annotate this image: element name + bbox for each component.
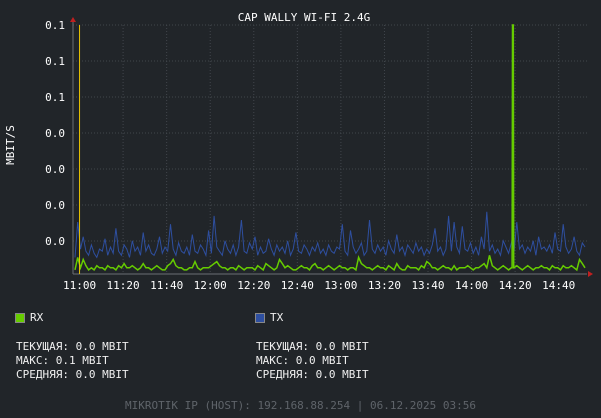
tx-swatch: [255, 313, 265, 323]
y-tick-label: 0.0: [45, 199, 65, 212]
x-tick-label: 13:00: [324, 279, 357, 292]
rx-stats: ТЕКУЩАЯ: 0.0 MBIT МАКС: 0.1 MBIT СРЕДНЯЯ…: [16, 340, 129, 382]
y-tick-label: 0.1: [45, 91, 65, 104]
tx-max: МАКС: 0.0 MBIT: [256, 354, 349, 367]
x-tick-label: 14:20: [499, 279, 532, 292]
y-axis-label: MBIT/S: [4, 125, 17, 165]
y-tick-label: 0.1: [45, 55, 65, 68]
x-tick-label: 14:40: [542, 279, 575, 292]
x-tick-label: 12:20: [237, 279, 270, 292]
legend-rx-label: RX: [30, 311, 44, 324]
rx-avg: СРЕДНЯЯ: 0.0 MBIT: [16, 368, 129, 381]
tx-stats: ТЕКУЩАЯ: 0.0 MBIT МАКС: 0.0 MBIT СРЕДНЯЯ…: [256, 340, 369, 382]
y-tick-label: 0.0: [45, 235, 65, 248]
x-tick-label: 12:40: [281, 279, 314, 292]
tx-current: ТЕКУЩАЯ: 0.0 MBIT: [256, 340, 369, 353]
x-tick-label: 13:40: [411, 279, 444, 292]
x-tick-label: 14:00: [455, 279, 488, 292]
tx-series-line: [74, 211, 586, 259]
legend-rx: RX: [15, 311, 43, 324]
x-axis-arrow-icon: [588, 271, 593, 277]
host-footer: MIKROTIK IP (HOST): 192.168.88.254 | 06.…: [125, 399, 476, 412]
chart-title: CAP WALLY WI-FI 2.4G: [238, 11, 370, 24]
x-tick-label: 11:00: [63, 279, 96, 292]
x-tick-label: 12:00: [194, 279, 227, 292]
legend-tx-label: TX: [270, 311, 284, 324]
y-tick-label: 0.0: [45, 127, 65, 140]
y-tick-label: 0.0: [45, 163, 65, 176]
rx-series-line: [74, 24, 586, 272]
rx-max: МАКС: 0.1 MBIT: [16, 354, 109, 367]
y-tick-label: 0.1: [45, 19, 65, 32]
x-tick-label: 13:20: [368, 279, 401, 292]
legend-tx: TX: [255, 311, 283, 324]
x-tick-label: 11:20: [107, 279, 140, 292]
traffic-chart: CAP WALLY WI-FI 2.4G MBIT/S 0.1 0.1 0.1 0.0 0.…: [4, 11, 593, 292]
x-tick-label: 11:40: [150, 279, 183, 292]
rx-current: ТЕКУЩАЯ: 0.0 MBIT: [16, 340, 129, 353]
y-axis-arrow-icon: [70, 17, 76, 22]
rx-swatch: [15, 313, 25, 323]
tx-avg: СРЕДНЯЯ: 0.0 MBIT: [256, 368, 369, 381]
